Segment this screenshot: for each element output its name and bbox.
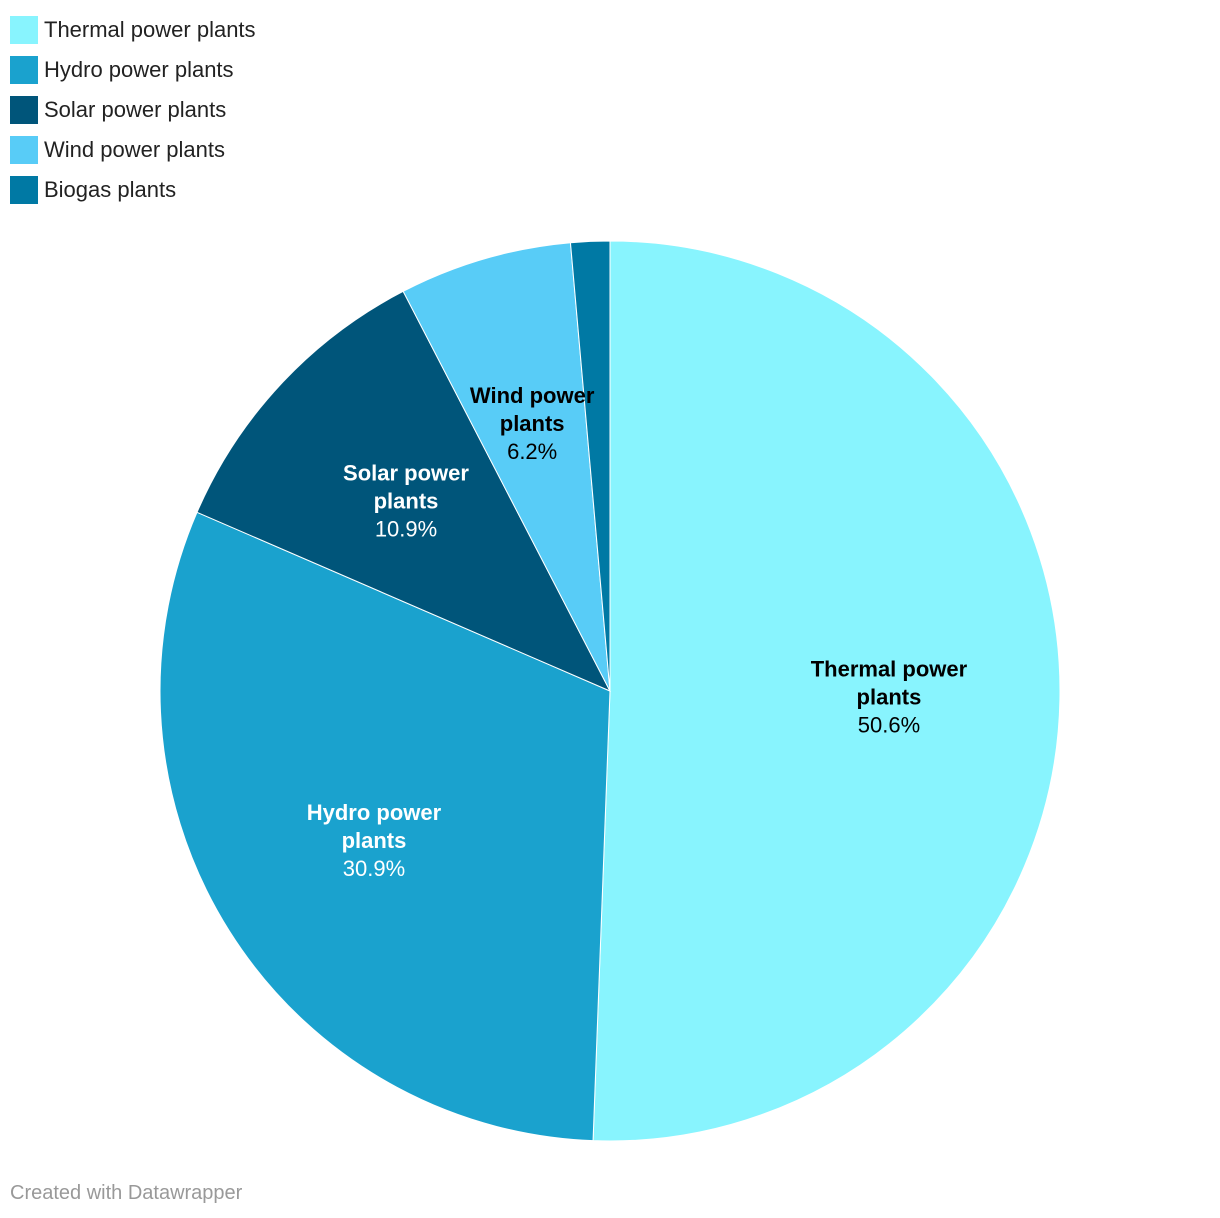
slice-label-wind-power-plants: plants — [500, 411, 565, 436]
slice-label-hydro-power-plants: Hydro power — [307, 800, 442, 825]
pie-slice-hydro-power-plants[interactable] — [159, 511, 611, 1142]
slice-value-label-solar-power-plants: 10.9% — [375, 517, 437, 542]
slice-value-label-thermal-power-plants: 50.6% — [858, 712, 920, 737]
pie-slice-wind-power-plants[interactable] — [402, 242, 611, 692]
legend-swatch — [10, 56, 38, 84]
slice-value-label-wind-power-plants: 6.2% — [507, 439, 557, 464]
legend-item-wind-power-plants: Wind power plants — [10, 130, 256, 170]
datawrapper-credit[interactable]: Created with Datawrapper — [10, 1182, 243, 1204]
pie-slice-thermal-power-plants[interactable] — [592, 240, 1061, 1142]
legend-label: Wind power plants — [44, 137, 225, 162]
legend-item-solar-power-plants: Solar power plants — [10, 90, 256, 130]
legend-swatch — [10, 136, 38, 164]
legend-label: Biogas plants — [44, 177, 177, 202]
pie-slice-biogas-plants[interactable] — [569, 240, 611, 692]
slice-labels: Thermal power plants 50.6% Hydro power plant… — [307, 383, 968, 881]
legend-label: Solar power plants — [44, 97, 227, 122]
slice-label-solar-power-plants: Solar power — [343, 461, 469, 486]
legend-label: Thermal power plants — [44, 17, 256, 42]
legend-swatch — [10, 96, 38, 124]
legend-swatch — [10, 16, 38, 44]
legend-item-thermal-power-plants: Thermal power plants — [10, 10, 256, 50]
slice-label-solar-power-plants: plants — [374, 489, 439, 514]
pie-slice-solar-power-plants[interactable] — [196, 290, 612, 693]
slice-label-wind-power-plants: Wind power — [470, 383, 595, 408]
slice-label-thermal-power-plants: Thermal power — [811, 656, 968, 681]
legend-item-hydro-power-plants: Hydro power plants — [10, 50, 256, 90]
legend-item-biogas-plants: Biogas plants — [10, 170, 256, 210]
slice-value-label-hydro-power-plants: 30.9% — [343, 856, 405, 881]
legend-label: Hydro power plants — [44, 57, 234, 82]
chart-legend: Thermal power plants Hydro power plants So… — [10, 10, 256, 210]
slice-label-hydro-power-plants: plants — [342, 828, 407, 853]
slice-label-thermal-power-plants: plants — [857, 684, 922, 709]
legend-swatch — [10, 176, 38, 204]
